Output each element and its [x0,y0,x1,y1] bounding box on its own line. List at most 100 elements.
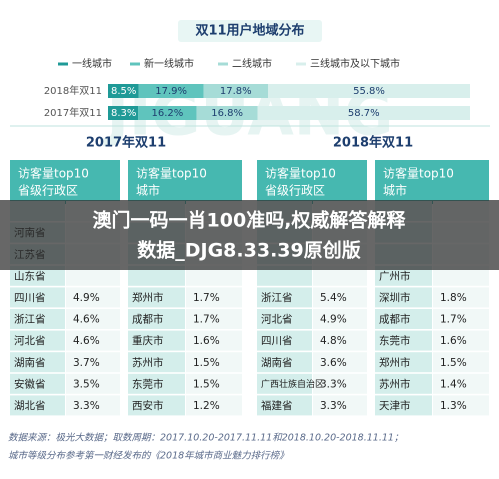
value-cell [66,309,120,329]
row-value: 1.4% [440,378,467,390]
value-cell [66,330,120,351]
value-cell [433,395,489,416]
name-cell [375,309,432,329]
name-cell [257,330,312,351]
row-value: 3.3% [73,400,100,412]
value-cell [66,287,120,308]
value-label: 17.9% [155,86,187,97]
name-cell [10,373,65,394]
value-cell [433,352,489,373]
name-cell [10,287,65,308]
value-cell [313,265,367,286]
legend-label: 三线城市及以下城市 [310,57,400,70]
header-text: 城市 [136,183,160,198]
row-name: 安徽省 [14,377,46,390]
row-value: 1.5% [193,357,220,369]
value-cell [433,265,489,286]
category-label: 2018年双11 [44,84,102,97]
row-value: 3.7% [73,357,100,369]
row-name: 湖南省 [14,356,46,369]
bar-segment [108,106,139,120]
value-cell [186,309,242,329]
name-cell [375,352,432,373]
value-cell [313,309,367,329]
row-name: 深圳市 [379,291,411,304]
table-header [257,160,367,204]
row-name: 浙江省 [14,313,46,326]
row-name: 河北省 [14,334,46,347]
bar-segment [196,106,258,120]
section-title: 2017年双11 [86,135,166,151]
row-value: 1.5% [440,357,467,369]
footer-note: 城市等级分布参考第一财经发布的《2018年城市商业魅力排行榜》 [8,450,289,462]
row-name: 湖南省 [261,356,293,369]
value-label: 16.2% [151,108,183,119]
row-value: 4.8% [320,335,347,347]
value-cell [313,330,367,351]
value-cell [66,373,120,394]
row-value: 1.7% [193,314,220,326]
row-name: 东莞市 [132,377,164,390]
row-value: 1.6% [440,335,467,347]
header-text: 访客量top10 [383,166,454,181]
row-name: 山东省 [14,269,46,282]
name-cell [10,265,65,286]
value-cell [186,265,242,286]
bar-segment [138,106,197,120]
value-cell [186,287,242,308]
value-cell [313,287,367,308]
row-value: 3.3% [320,378,347,390]
banner-text: 澳门一码一肖100准吗,权威解答解释 [93,209,407,232]
row-value: 1.7% [440,314,467,326]
row-name: 成都市 [379,313,411,326]
row-name: 郑州市 [379,356,411,369]
row-value: 1.8% [440,292,467,304]
chart-title: 双11用户地域分布 [195,23,304,39]
value-cell [186,395,242,416]
name-cell [257,309,312,329]
section-title: 2018年双11 [333,135,413,151]
row-value: 1.5% [193,378,220,390]
value-cell [313,373,367,394]
bar-segment [203,84,269,98]
name-cell [128,287,185,308]
category-label: 2017年双11 [44,106,102,119]
name-cell [10,309,65,329]
value-label: 16.8% [211,108,243,119]
value-cell [186,330,242,351]
row-value: 3.5% [73,378,100,390]
row-name: 浙江省 [261,291,293,304]
row-name: 天津市 [379,399,411,412]
name-cell [10,352,65,373]
value-cell [186,373,242,394]
name-cell [257,265,312,286]
title-box [178,20,322,42]
value-cell [313,395,367,416]
value-cell [66,265,120,286]
name-cell [128,395,185,416]
name-cell [128,309,185,329]
value-label: 55.8% [353,86,385,97]
row-value: 3.3% [320,400,347,412]
row-name: 成都市 [132,313,164,326]
row-name: 广州市 [379,269,411,282]
name-cell [128,330,185,351]
row-value: 4.9% [320,314,347,326]
header-text: 省级行政区 [18,184,78,198]
row-name: 湖北省 [14,399,46,412]
legend-label: 二线城市 [232,57,272,70]
value-label: 8.5% [111,86,136,97]
row-name: 西安市 [132,399,164,412]
table-header [10,160,120,204]
row-value: 1.3% [440,400,467,412]
header-text: 访客量top10 [136,166,207,181]
header-text: 访客量top10 [265,166,336,181]
row-value: 3.6% [320,357,347,369]
name-cell [375,330,432,351]
name-cell [257,287,312,308]
name-cell [375,395,432,416]
value-label: 8.3% [111,108,136,119]
footer-note: 数据来源：极光大数据；取数周期：2017.10.20-2017.11.11和20… [8,433,403,444]
row-name: 四川省 [14,291,46,304]
